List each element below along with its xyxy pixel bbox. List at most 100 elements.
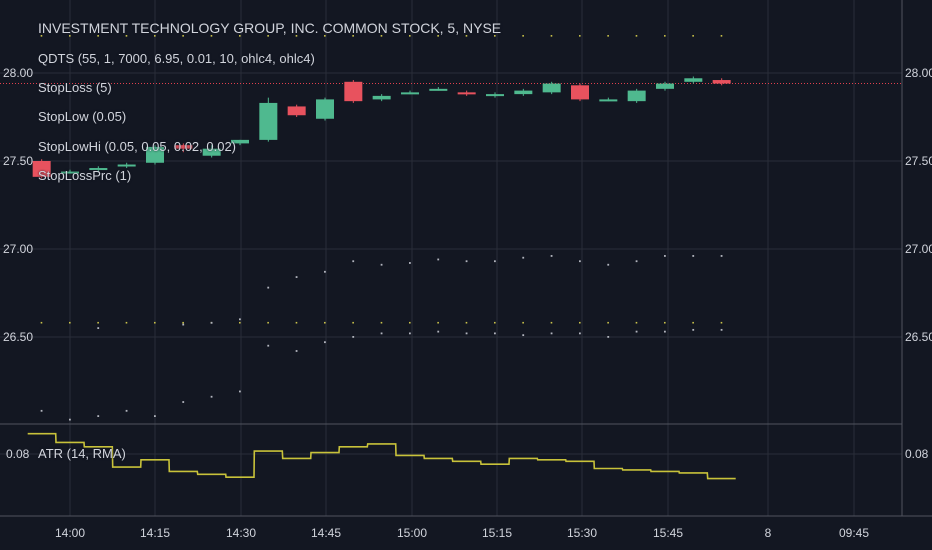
yellow-dot	[97, 35, 99, 37]
indicator-dot	[522, 256, 525, 259]
indicator-dot	[295, 350, 298, 352]
legend-atr[interactable]: ATR (14, RMA)	[38, 446, 126, 461]
indicator-dot	[324, 270, 326, 273]
indicator-dot	[380, 332, 383, 335]
y-tick-label-left: 27.50	[3, 154, 33, 168]
candle-body	[372, 95, 391, 100]
legend-stoploss[interactable]: StopLoss (5)	[38, 80, 112, 95]
candle-body	[146, 146, 164, 163]
candle-body	[202, 148, 221, 156]
yellow-dot	[522, 35, 524, 37]
yellow-dot	[154, 35, 156, 37]
yellow-dot	[239, 35, 241, 37]
indicator-dot	[635, 330, 638, 333]
y-tick-label-right: 27.50	[905, 154, 932, 168]
yellow-dot	[40, 321, 43, 324]
x-tick-label: 14:15	[140, 526, 170, 540]
yellow-dot	[465, 321, 468, 324]
indicator-dot	[664, 255, 666, 257]
yellow-dot	[437, 35, 439, 37]
candle-body	[231, 139, 249, 144]
indicator-dot	[550, 332, 553, 335]
yellow-dot	[352, 321, 354, 324]
y-tick-label-right: 28.00	[905, 66, 932, 80]
indicator-dot	[550, 255, 553, 257]
yellow-dot	[409, 35, 411, 37]
yellow-dot	[295, 35, 298, 37]
legend-stoplow[interactable]: StopLow (0.05)	[38, 109, 127, 124]
indicator-dot	[69, 418, 71, 421]
yellow-dot	[607, 35, 609, 37]
yellow-dot	[380, 35, 383, 37]
indicator-dot	[465, 332, 468, 335]
candles	[32, 76, 731, 179]
indicator-dot	[210, 321, 213, 324]
indicator-dot	[494, 332, 496, 335]
indicator-dot	[607, 263, 610, 266]
yellow-dot	[267, 35, 269, 37]
candle-body	[514, 90, 533, 95]
candle-body	[117, 164, 136, 167]
candle-body	[429, 88, 448, 91]
indicator-dot	[352, 260, 355, 263]
indicator-dot	[579, 332, 581, 335]
atr-line	[27, 432, 736, 480]
x-tick-label: 09:45	[839, 526, 869, 540]
x-tick-label: 14:45	[311, 526, 341, 540]
yellow-dot	[550, 321, 553, 324]
legend-qdts[interactable]: QDTS (55, 1, 7000, 6.95, 0.01, 10, ohlc4…	[38, 51, 315, 66]
yellow-dot	[550, 35, 553, 37]
indicator-dot	[664, 330, 666, 333]
y-tick-label-right: 27.00	[905, 242, 932, 256]
candle-body	[316, 99, 334, 119]
indicator-dot	[465, 260, 468, 263]
candle-body	[61, 171, 79, 174]
indicator-dots	[40, 35, 723, 421]
yellow-dot	[267, 321, 269, 324]
x-tick-label: 15:00	[397, 526, 427, 540]
indicator-dot	[409, 262, 411, 264]
legend-stoplossprc[interactable]: StopLossPrc (1)	[38, 168, 132, 183]
candle-body	[486, 94, 504, 97]
x-tick-label: 15:15	[482, 526, 512, 540]
yellow-dot	[607, 321, 609, 324]
indicator-dot	[40, 409, 43, 412]
yellow-dot	[239, 321, 241, 324]
yellow-dot	[154, 321, 156, 324]
indicator-dot	[494, 260, 496, 263]
yellow-dot	[324, 35, 326, 37]
yellow-dot	[664, 35, 666, 37]
indicator-dot	[239, 318, 241, 321]
indicator-dot	[239, 390, 241, 393]
yellow-dot	[69, 321, 71, 324]
yellow-dot	[664, 321, 666, 324]
yellow-dot	[465, 35, 468, 37]
indicator-dot	[692, 255, 695, 257]
candle-body	[599, 99, 618, 102]
indicator-dot	[154, 415, 156, 417]
indicator-dot	[267, 344, 270, 347]
chart-title: INVESTMENT TECHNOLOGY GROUP, INC. COMMON…	[38, 20, 502, 36]
grid	[0, 0, 902, 516]
indicator-dot	[380, 263, 383, 266]
candle-body	[287, 106, 306, 116]
indicator-dot	[97, 415, 100, 417]
x-tick-label: 14:00	[55, 526, 85, 540]
yellow-dot	[635, 35, 638, 37]
yellow-dot	[720, 35, 723, 37]
yellow-dot	[579, 321, 581, 324]
candle-body	[259, 102, 278, 140]
legend-stoplowhi[interactable]: StopLowHi (0.05, 0.05, 0.02, 0.02)	[38, 139, 237, 154]
yellow-dot	[720, 321, 723, 324]
yellow-dot	[635, 321, 638, 324]
indicator-dot	[210, 395, 213, 398]
yellow-dot	[182, 321, 184, 324]
x-tick-label: 15:30	[567, 526, 597, 540]
indicator-dot	[635, 260, 638, 263]
candle-body	[571, 85, 589, 100]
indicator-dot	[324, 341, 326, 344]
indicator-dot	[97, 327, 100, 329]
